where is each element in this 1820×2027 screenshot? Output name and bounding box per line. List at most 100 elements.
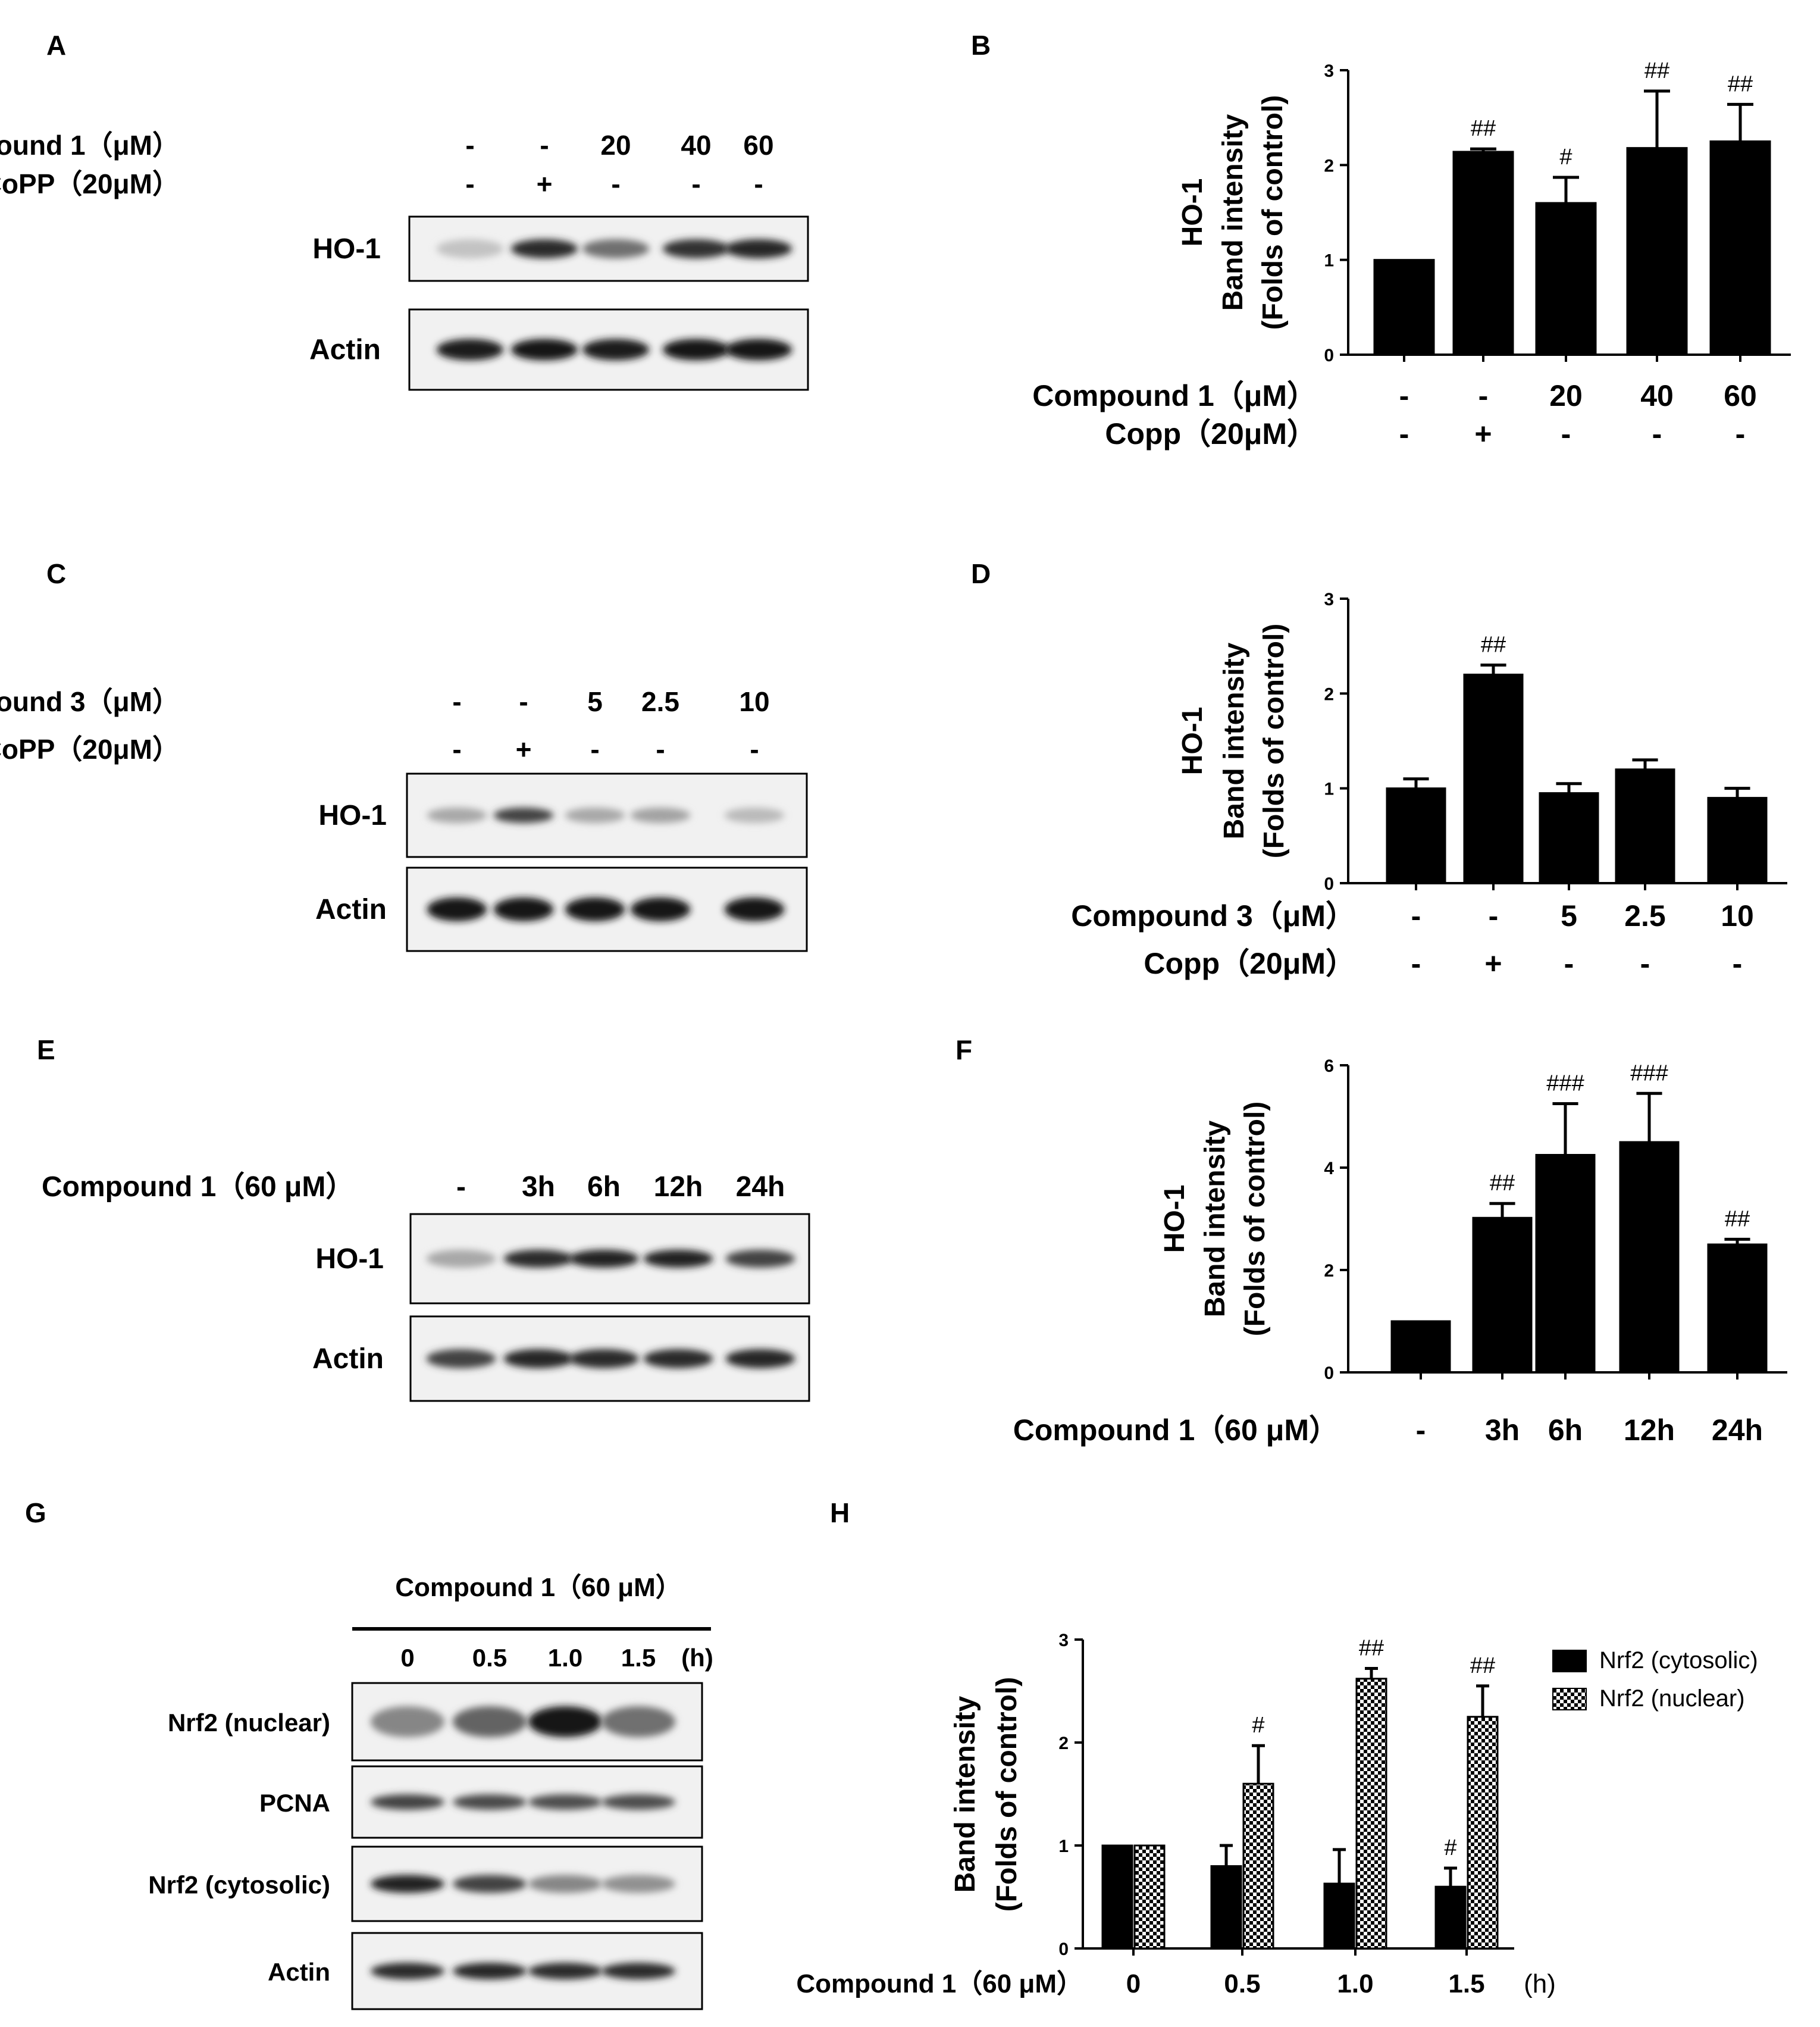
- strip-label: Actin: [309, 334, 381, 366]
- y-tick-label: 6: [1324, 1056, 1334, 1076]
- condition-value: 40: [1640, 379, 1674, 412]
- lane-condition: 24h: [736, 1171, 785, 1203]
- panel-letter-c: C: [46, 558, 66, 589]
- blot-band: [724, 897, 785, 921]
- condition-value: 10: [1721, 899, 1754, 933]
- significance-mark: ##: [1481, 633, 1506, 658]
- condition-value: 3h: [1485, 1413, 1520, 1447]
- condition-value: -: [1736, 417, 1746, 451]
- significance-mark: ##: [1471, 116, 1496, 141]
- significance-mark: ##: [1490, 1171, 1515, 1196]
- y-axis-label: (Folds of control): [1239, 1102, 1271, 1337]
- condition-label: Copp（20μM）: [1144, 947, 1355, 980]
- condition-label: Compound 1（μM）: [1032, 379, 1317, 412]
- blot-band: [503, 1349, 574, 1368]
- lane-condition: 3h: [522, 1171, 555, 1203]
- condition-label: Compound 1（60 μM）: [42, 1171, 354, 1203]
- strip-label: HO-1: [315, 1243, 384, 1275]
- blot-band: [528, 1794, 603, 1810]
- condition-value: -: [1478, 379, 1489, 412]
- panel-letter-g: G: [25, 1497, 46, 1528]
- y-tick-label: 2: [1324, 684, 1334, 704]
- lane-condition: -: [456, 1171, 466, 1203]
- x-tick-label: 1.0: [1337, 1969, 1373, 1998]
- blot-panel-g: Compound 1（60 μM） 0 0.5 1.0 1.5 (h) Nrf2 (nucl…: [148, 1573, 713, 2010]
- blot-band: [370, 1963, 445, 1979]
- condition-value: 20: [1549, 379, 1583, 412]
- strip-label: Actin: [312, 1343, 384, 1375]
- y-tick-label: 2: [1058, 1734, 1069, 1753]
- strip-label: PCNA: [259, 1789, 330, 1817]
- data-bar: [1707, 1243, 1768, 1374]
- condition-label: Compound 1（60 μM）: [1013, 1413, 1339, 1447]
- blot-band: [436, 339, 504, 361]
- y-axis-label: (Folds of control): [1257, 95, 1289, 330]
- lane-condition: -: [465, 168, 474, 199]
- strip-label: Nrf2 (cytosolic): [148, 1871, 330, 1899]
- blot-band: [569, 1349, 639, 1368]
- blot-band: [528, 1963, 603, 1979]
- data-bar: [1707, 797, 1768, 884]
- data-bar: [1386, 787, 1446, 884]
- y-axis-label: HO-1: [1159, 1185, 1191, 1253]
- panel-letter-a: A: [46, 30, 66, 61]
- y-tick-label: 0: [1324, 874, 1334, 894]
- x-tick-label: 1.5: [1448, 1969, 1484, 1998]
- lane-condition: -: [519, 686, 528, 717]
- x-tick-label: 0: [1126, 1969, 1141, 1998]
- y-tick-label: 1: [1324, 251, 1334, 271]
- blot-band: [528, 1875, 603, 1893]
- blot-band: [426, 1349, 496, 1368]
- blot-band: [370, 1706, 445, 1737]
- significance-mark: ##: [1644, 58, 1669, 83]
- condition-label: CoPP（20μM）: [0, 734, 180, 765]
- lane-condition: 2.5: [641, 686, 679, 717]
- blot-title: Compound 1（60 μM）: [395, 1573, 682, 1602]
- blot-band: [565, 808, 625, 823]
- condition-value: 5: [1561, 899, 1577, 933]
- bar-chart-h: 0 1 2 3 Band intensity (Folds of control) 0 #0.…: [796, 1631, 1758, 1998]
- blot-band: [452, 1794, 527, 1810]
- legend-swatch: [1552, 1688, 1587, 1710]
- condition-label: Copp（20μM）: [1105, 417, 1317, 451]
- lane-condition: -: [750, 734, 759, 765]
- blot-band: [582, 339, 650, 361]
- condition-value: 60: [1724, 379, 1757, 412]
- lane-condition: 20: [600, 130, 631, 161]
- condition-value: -: [1411, 947, 1421, 980]
- bar-chart-d: 0 1 2 3 HO-1 Band intensity (Folds of control)…: [1071, 590, 1787, 980]
- blot-band: [725, 1250, 795, 1268]
- blot-band: [601, 1963, 676, 1979]
- condition-value: -: [1733, 947, 1743, 980]
- lane-condition: 1.0: [548, 1644, 582, 1672]
- data-bar: [1434, 1885, 1467, 1950]
- data-bar: [1373, 259, 1435, 356]
- panel-letter-e: E: [37, 1034, 55, 1065]
- lane-condition: +: [516, 734, 532, 765]
- y-tick-label: 1: [1324, 780, 1334, 799]
- y-tick-label: 3: [1058, 1631, 1069, 1650]
- blot-band: [662, 339, 730, 361]
- lane-condition: 12h: [654, 1171, 703, 1203]
- y-tick-label: 2: [1324, 156, 1334, 176]
- blot-band: [725, 339, 792, 361]
- y-axis-label: Band intensity: [1217, 114, 1249, 311]
- data-bar: [1133, 1844, 1166, 1950]
- condition-value: -: [1416, 1413, 1426, 1447]
- significance-mark: ##: [1359, 1635, 1384, 1660]
- condition-label: Compound 1（μM）: [0, 130, 180, 161]
- lane-condition: +: [537, 168, 553, 199]
- condition-value: -: [1564, 947, 1574, 980]
- condition-value: -: [1652, 417, 1662, 451]
- blot-band: [569, 1250, 639, 1268]
- data-bar: [1709, 140, 1771, 356]
- significance-mark: #: [1252, 1713, 1264, 1738]
- blot-panel-c: Compound 3（μM） - - 5 2.5 10 CoPP（20μM） - + - - - HO-…: [0, 686, 808, 952]
- y-axis-label: HO-1: [1177, 179, 1208, 247]
- lane-condition: -: [540, 130, 549, 161]
- legend-swatch: [1552, 1650, 1587, 1672]
- blot-band: [725, 1349, 795, 1368]
- data-bar: [1242, 1782, 1274, 1950]
- lane-condition: -: [656, 734, 665, 765]
- data-bar: [1615, 768, 1675, 884]
